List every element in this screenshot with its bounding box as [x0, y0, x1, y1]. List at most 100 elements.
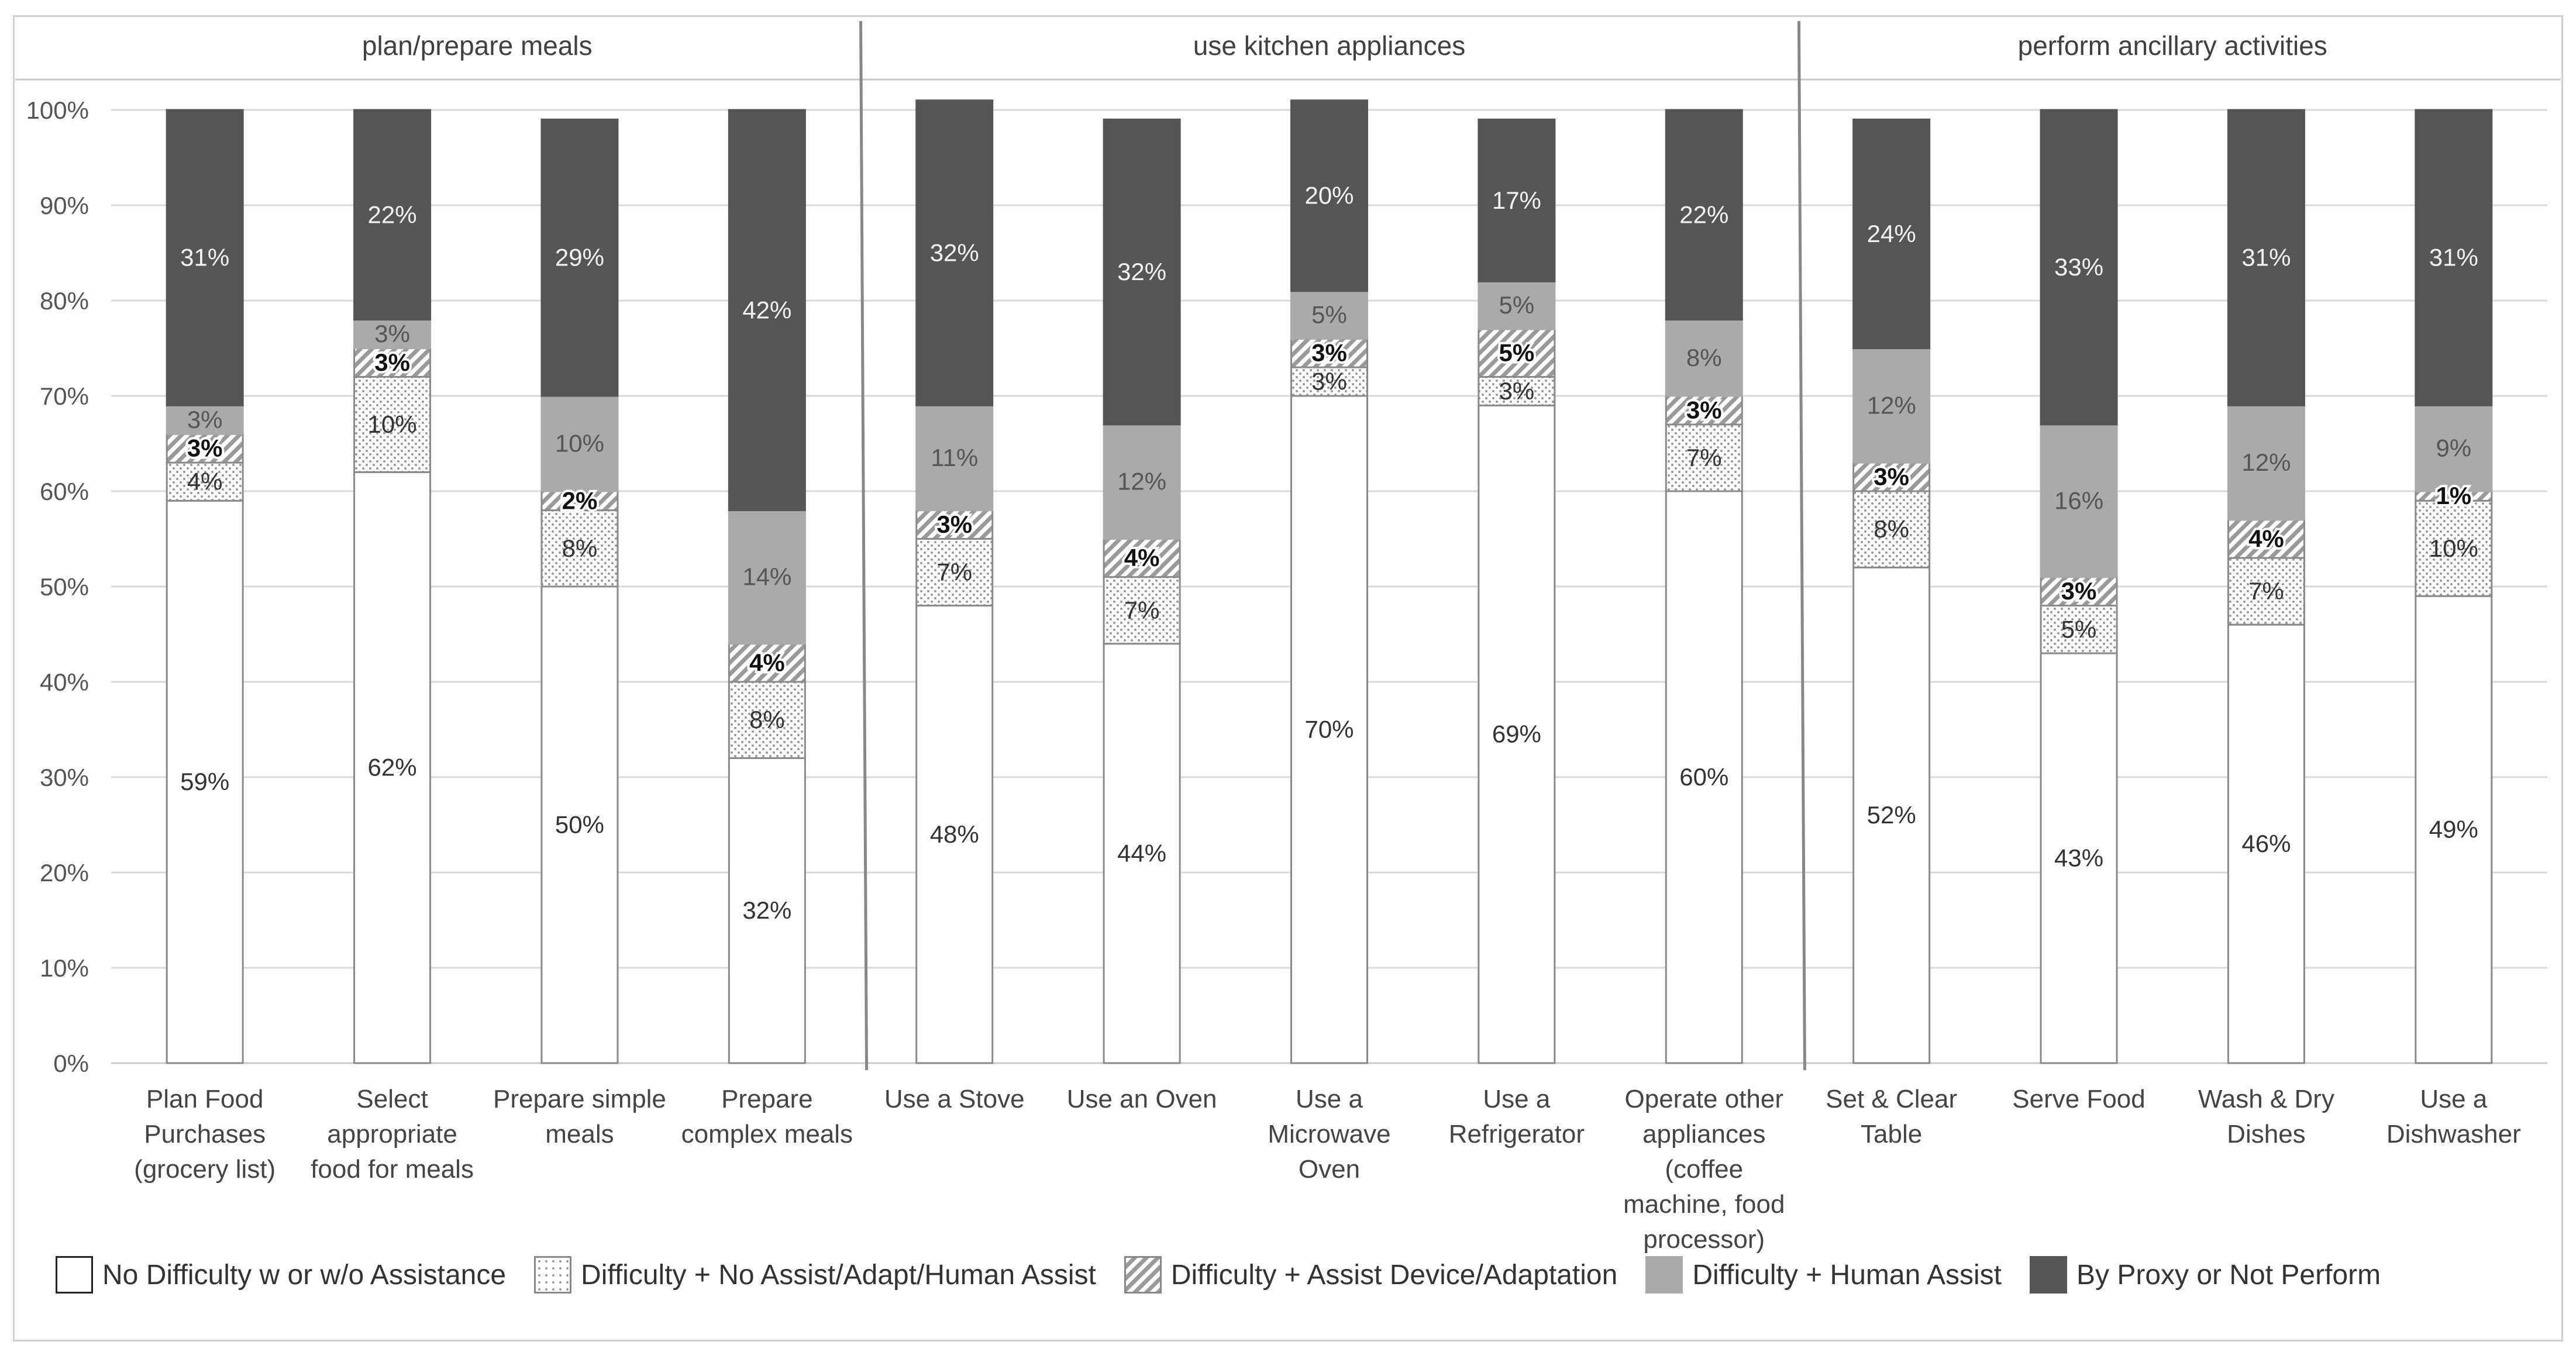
bar-segment-dotted	[1852, 490, 1931, 568]
x-tick-label-line: (coffee	[1665, 1155, 1743, 1184]
data-label: 59%	[180, 768, 229, 795]
group-title: use kitchen appliances	[1193, 30, 1465, 61]
data-label: 22%	[368, 201, 417, 228]
x-tick-label-line: Prepare	[721, 1085, 813, 1113]
data-label: 5%	[1311, 301, 1347, 328]
data-label: 3%	[1499, 377, 1535, 405]
data-label: 8%	[749, 706, 785, 733]
data-label: 42%	[742, 296, 791, 323]
data-label: 20%	[1304, 182, 1354, 209]
bar-segment-none	[166, 499, 244, 1064]
data-label: 8%	[562, 534, 598, 562]
x-tick-label-line: complex meals	[681, 1120, 853, 1148]
x-tick-label: Use a Stove	[884, 1085, 1025, 1113]
bar-segment-human	[1290, 290, 1368, 340]
data-label: 5%	[1499, 291, 1535, 319]
data-label: 52%	[1867, 801, 1916, 829]
x-tick-label-line: processor)	[1643, 1225, 1765, 1254]
data-label: 46%	[2241, 830, 2291, 857]
group-title: perform ancillary activities	[2018, 30, 2327, 61]
data-label: 49%	[2429, 816, 2478, 843]
data-label: 4%	[1124, 544, 1160, 571]
data-label: 11%	[931, 444, 978, 471]
x-tick-label-line: Plan Food	[146, 1085, 264, 1113]
y-tick-label: 20%	[40, 859, 89, 887]
x-tick-label-line: food for meals	[311, 1155, 474, 1184]
x-tick-label-line: Serve Food	[2012, 1085, 2145, 1113]
legend-item-assist-device: Difficulty + Assist Device/Adaptation	[1124, 1256, 1617, 1294]
bar-segment-dotted	[540, 509, 619, 588]
bar-segment-hatch	[1665, 395, 1743, 426]
data-label: 17%	[1492, 187, 1541, 214]
data-label: 32%	[930, 239, 979, 267]
data-label: 3%	[2061, 577, 2097, 605]
bar-segment-human	[353, 319, 432, 349]
bar-segment-proxy	[1290, 99, 1368, 292]
x-tick-label-line: Table	[1861, 1120, 1922, 1148]
bar-segment-hatch	[166, 433, 244, 464]
data-label: 3%	[1874, 463, 1909, 491]
data-label: 12%	[2241, 449, 2291, 476]
legend-label: Difficulty + Human Assist	[1692, 1259, 2002, 1291]
legend-item-human-assist: Difficulty + Human Assist	[1645, 1256, 2002, 1294]
data-label: 2%	[562, 487, 598, 514]
data-label: 5%	[1499, 339, 1535, 367]
bar-segment-proxy	[1852, 118, 1931, 350]
x-tick-label-line: Oven	[1299, 1155, 1360, 1184]
bar-segment-human	[166, 404, 244, 435]
data-label: 3%	[374, 349, 410, 376]
data-label: 4%	[187, 468, 223, 495]
data-label: 70%	[1304, 716, 1354, 743]
data-label: 69%	[1492, 720, 1541, 748]
data-label: 3%	[1311, 339, 1347, 367]
bar-segment-none	[540, 585, 619, 1064]
bar-segment-dotted	[1103, 576, 1181, 645]
bar-segment-none	[2227, 623, 2305, 1064]
x-tick-label: Use a Refrigerator	[1449, 1085, 1585, 1148]
data-label: 32%	[1117, 258, 1166, 285]
bar-segment-none	[353, 471, 432, 1064]
group-divider	[859, 20, 869, 1071]
bar-segment-dotted	[2040, 605, 2118, 654]
data-label: 10%	[555, 430, 604, 457]
group-title: plan/prepare meals	[362, 30, 593, 61]
bar-segment-human	[1478, 280, 1556, 330]
data-label: 9%	[2436, 434, 2471, 462]
data-label: 43%	[2054, 844, 2103, 872]
y-tick-label: 10%	[40, 954, 89, 982]
x-tick-label: Prepare simple meals	[493, 1085, 666, 1148]
x-tick-label-line: Purchases	[144, 1120, 266, 1148]
bar-segment-proxy	[540, 118, 619, 397]
data-label: 24%	[1867, 220, 1916, 247]
x-tick-label-line: Use a Stove	[884, 1085, 1025, 1113]
bar-segment-proxy	[1103, 118, 1181, 426]
bar-segment-none	[1290, 395, 1368, 1064]
bar-segment-proxy	[2415, 109, 2493, 406]
data-label: 3%	[936, 511, 972, 538]
bar-segment-proxy	[1665, 109, 1743, 321]
data-label: 12%	[1867, 391, 1916, 419]
bar-segment-none	[1103, 643, 1181, 1064]
y-tick-label: 90%	[40, 192, 89, 219]
legend-item-no-difficulty: No Difficulty w or w/o Assistance	[56, 1256, 506, 1294]
x-tick-label: Operate other appliances (coffee machine, f…	[1623, 1085, 1785, 1254]
y-tick-label: 50%	[40, 573, 89, 601]
data-label: 32%	[742, 896, 791, 924]
data-label: 7%	[936, 558, 972, 586]
x-tick-label-line: Wash & Dry	[2198, 1085, 2334, 1113]
chart-frame	[13, 15, 2563, 1341]
bar-segment-none	[728, 757, 806, 1064]
legend-item-difficulty-no-assist: Difficulty + No Assist/Adapt/Human Assis…	[534, 1256, 1096, 1294]
bar-segment-proxy	[1478, 118, 1556, 282]
data-label: 44%	[1117, 839, 1166, 867]
bar-segment-none	[915, 605, 994, 1064]
bar-segment-none	[2040, 652, 2118, 1064]
x-tick-label-line: Use a	[2420, 1085, 2487, 1113]
x-tick-label-line: appropriate	[327, 1120, 457, 1148]
data-label: 29%	[555, 244, 604, 271]
x-tick-label-line: Refrigerator	[1449, 1120, 1585, 1148]
bar-segment-none	[1665, 490, 1743, 1064]
y-tick-label: 80%	[40, 287, 89, 315]
bar-segment-hatch	[1852, 461, 1931, 492]
